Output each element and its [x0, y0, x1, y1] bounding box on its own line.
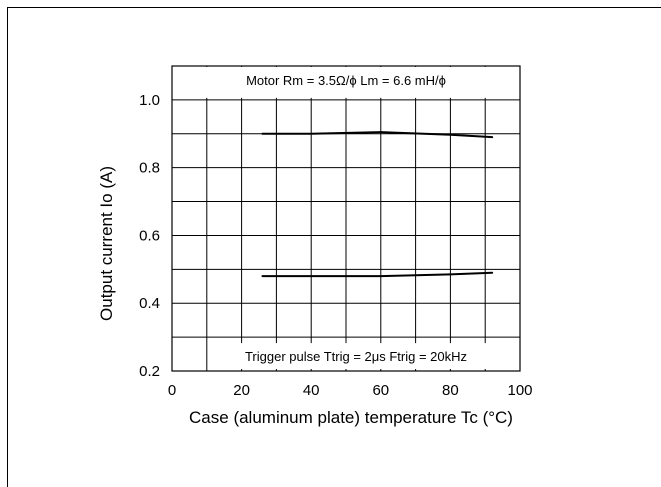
grid — [172, 66, 520, 371]
y-tick-label: 0.4 — [139, 295, 160, 312]
series-line-1 — [261, 131, 494, 139]
y-axis-label: Output current Io (A) — [97, 166, 116, 321]
plot-border — [171, 65, 521, 372]
x-tick-label: 20 — [233, 382, 250, 399]
annotation-top-background — [173, 67, 519, 98]
page-frame — [7, 7, 661, 487]
y-tick-label: 0.2 — [139, 363, 160, 380]
y-tick-label: 1.0 — [139, 92, 160, 109]
y-tick-label: 0.8 — [139, 160, 160, 177]
series-group — [261, 131, 494, 278]
x-tick-label: 80 — [442, 382, 459, 399]
y-tick-label: 0.6 — [139, 227, 160, 244]
x-tick-label: 60 — [372, 382, 389, 399]
x-tick-label: 0 — [168, 382, 176, 399]
annotation-bottom: Trigger pulse Ttrig = 2μs Ftrig = 20kHz — [245, 349, 467, 364]
series-line-2 — [261, 271, 494, 278]
x-tick-labels: 0 20 40 60 80 100 — [168, 382, 533, 399]
x-tick-label: 100 — [507, 382, 532, 399]
y-tick-labels: 0.2 0.4 0.6 0.8 1.0 — [139, 92, 160, 380]
x-tick-label: 40 — [303, 382, 320, 399]
annotation-bottom-background — [208, 343, 513, 369]
annotation-top: Motor Rm = 3.5Ω/ϕ Lm = 6.6 mH/ϕ — [246, 73, 446, 88]
x-axis-label: Case (aluminum plate) temperature Tc (°C… — [189, 408, 513, 427]
